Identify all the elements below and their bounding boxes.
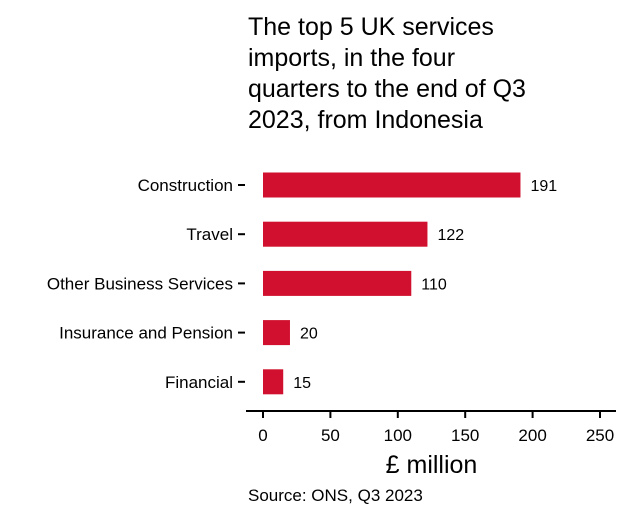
x-tick-label: 200	[518, 426, 546, 445]
x-tick-label: 150	[451, 426, 479, 445]
chart-title-line: 2023, from Indonesia	[248, 106, 483, 134]
x-tick-label: 250	[586, 426, 614, 445]
y-tick-label: Insurance and Pension	[59, 324, 233, 343]
chart-title-line: imports, in the four	[248, 44, 456, 72]
x-axis-label: £ million	[386, 451, 478, 479]
x-tick-label: 0	[258, 426, 267, 445]
y-tick-label: Construction	[138, 176, 233, 195]
bar	[263, 320, 290, 346]
data-label: 110	[421, 276, 447, 293]
chart-title: The top 5 UK services imports, in the fo…	[248, 12, 588, 136]
source-note: Source: ONS, Q3 2023	[248, 486, 423, 505]
data-label: 191	[530, 178, 557, 195]
y-tick-label: Financial	[165, 373, 233, 392]
y-tick-label: Other Business Services	[47, 274, 233, 293]
bar	[263, 172, 521, 198]
bar	[263, 221, 428, 247]
y-tick-label: Travel	[186, 225, 233, 244]
data-label: 20	[300, 326, 318, 343]
bar	[263, 270, 412, 296]
chart-title-line: quarters to the end of Q3	[248, 75, 526, 103]
chart-title-line: The top 5 UK services	[248, 13, 494, 41]
x-tick-label: 100	[384, 426, 412, 445]
bar	[263, 369, 284, 395]
x-tick-label: 50	[321, 426, 340, 445]
data-label: 15	[293, 375, 311, 392]
data-label: 122	[437, 227, 464, 244]
